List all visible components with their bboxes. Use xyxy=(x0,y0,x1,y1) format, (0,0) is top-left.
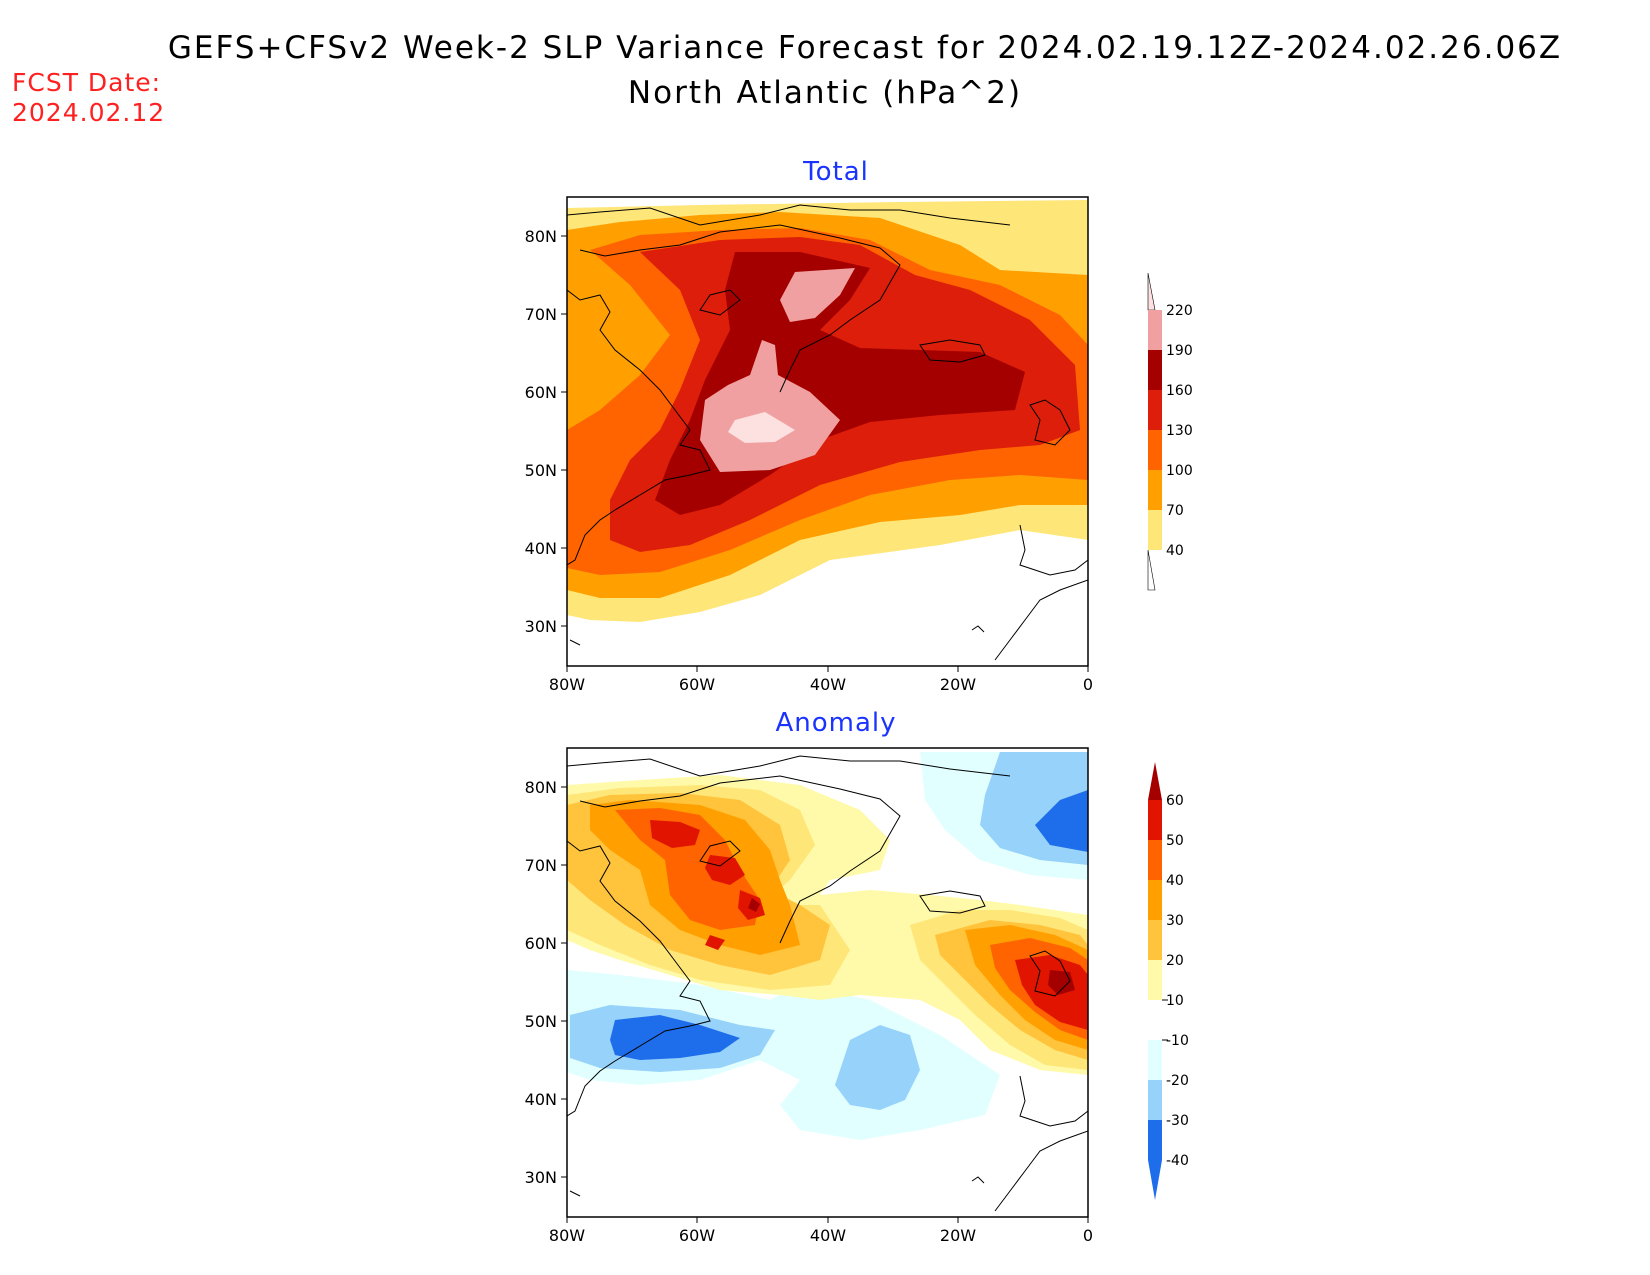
lat-tick-label: 70N xyxy=(525,305,557,324)
colorbar-bottom-arrow xyxy=(1148,1160,1162,1200)
lat-tick-label: 40N xyxy=(525,1090,557,1109)
colorbar-label: 40 xyxy=(1166,873,1184,889)
panel-anomaly: Anomaly xyxy=(525,708,1189,1245)
lon-tick-label: 60W xyxy=(679,1226,715,1245)
colorbar-swatch xyxy=(1148,390,1162,430)
anomaly-lon-axis: 80W 60W 40W 20W 0 xyxy=(549,1217,1093,1245)
lat-tick-label: 30N xyxy=(525,1168,557,1187)
colorbar-label: 40 xyxy=(1166,543,1184,559)
colorbar-label: 130 xyxy=(1166,423,1193,439)
anomaly-contour-neg30 xyxy=(610,1015,740,1060)
anomaly-coastlines xyxy=(567,755,1088,1212)
lon-tick-label: 80W xyxy=(549,1226,585,1245)
lat-tick-label: 80N xyxy=(525,227,557,246)
anomaly-contour-50 xyxy=(615,808,760,930)
anomaly-colorbar: 60 50 40 30 20 10 -10 -20 -30 -40 xyxy=(1148,762,1189,1200)
colorbar-swatch xyxy=(1148,1000,1162,1040)
total-coastlines xyxy=(567,204,1088,661)
colorbar-label: 220 xyxy=(1166,303,1193,319)
colorbar-label: 100 xyxy=(1166,463,1193,479)
lon-tick-label: 0 xyxy=(1083,675,1093,694)
anomaly-island-icon xyxy=(971,1176,985,1184)
lat-tick-label: 50N xyxy=(525,461,557,480)
colorbar-swatch xyxy=(1148,350,1162,390)
lon-tick-label: 0 xyxy=(1083,1226,1093,1245)
anomaly-contour-60 xyxy=(650,820,765,950)
lon-tick-label: 80W xyxy=(549,675,585,694)
figure-title: GEFS+CFSv2 Week-2 SLP Variance Forecast … xyxy=(167,30,1563,66)
lat-tick-label: 60N xyxy=(525,383,557,402)
colorbar-label: -40 xyxy=(1166,1153,1189,1169)
total-lat-axis: 80N 70N 60N 50N 40N 30N xyxy=(525,227,567,636)
colorbar-label: 30 xyxy=(1166,913,1184,929)
colorbar-swatch xyxy=(1148,430,1162,470)
colorbar-label: 20 xyxy=(1166,953,1184,969)
lon-tick-label: 60W xyxy=(679,675,715,694)
colorbar-label: -20 xyxy=(1166,1073,1189,1089)
colorbar-swatch xyxy=(1148,1040,1162,1080)
colorbar-swatch xyxy=(1148,510,1162,550)
fcst-date-value: 2024.02.12 xyxy=(12,98,166,127)
total-contour-220 xyxy=(728,412,795,443)
colorbar-swatch xyxy=(1148,920,1162,960)
colorbar-swatch xyxy=(1148,1120,1162,1160)
lon-tick-label: 40W xyxy=(810,675,846,694)
colorbar-label: 160 xyxy=(1166,383,1193,399)
colorbar-label: 50 xyxy=(1166,833,1184,849)
panel-total: Total xyxy=(525,157,1193,694)
colorbar-top-arrow xyxy=(1147,272,1156,311)
lat-tick-label: 80N xyxy=(525,778,557,797)
lat-tick-label: 50N xyxy=(525,1012,557,1031)
colorbar-label: 70 xyxy=(1166,503,1184,519)
lat-tick-label: 30N xyxy=(525,617,557,636)
colorbar-label: -10 xyxy=(1166,1033,1189,1049)
panel-title-total: Total xyxy=(802,157,869,187)
colorbar-label: -30 xyxy=(1166,1113,1189,1129)
lon-tick-label: 40W xyxy=(810,1226,846,1245)
anomaly-lat-axis: 80N 70N 60N 50N 40N 30N xyxy=(525,778,567,1187)
lat-tick-label: 70N xyxy=(525,856,557,875)
anomaly-contour-neg20 xyxy=(835,1025,920,1110)
colorbar-top-arrow xyxy=(1148,762,1162,800)
total-shading xyxy=(567,197,1088,666)
colorbar-label: 60 xyxy=(1166,793,1184,809)
total-island-icon xyxy=(971,625,985,633)
figure-subtitle: North Atlantic (hPa^2) xyxy=(627,75,1023,111)
anomaly-shading xyxy=(567,748,1088,1217)
colorbar-swatch xyxy=(1148,470,1162,510)
anomaly-contour-neg30 xyxy=(1035,790,1088,852)
colorbar-bottom-arrow xyxy=(1147,549,1156,591)
lat-tick-label: 40N xyxy=(525,539,557,558)
colorbar-label: 10 xyxy=(1166,993,1184,1009)
colorbar-swatch xyxy=(1148,840,1162,880)
lat-tick-label: 60N xyxy=(525,934,557,953)
colorbar-label: 190 xyxy=(1166,343,1193,359)
colorbar-swatch xyxy=(1148,880,1162,920)
panel-title-anomaly: Anomaly xyxy=(775,708,896,738)
lon-tick-label: 20W xyxy=(940,675,976,694)
fcst-date-label: FCST Date: xyxy=(12,68,162,97)
total-colorbar: 220 190 160 130 100 70 40 xyxy=(1147,272,1193,591)
colorbar-swatch xyxy=(1148,800,1162,840)
colorbar-swatch xyxy=(1148,1080,1162,1120)
lon-tick-label: 20W xyxy=(940,1226,976,1245)
colorbar-swatch xyxy=(1148,310,1162,350)
colorbar-swatch xyxy=(1148,960,1162,1000)
total-lon-axis: 80W 60W 40W 20W 0 xyxy=(549,666,1093,694)
